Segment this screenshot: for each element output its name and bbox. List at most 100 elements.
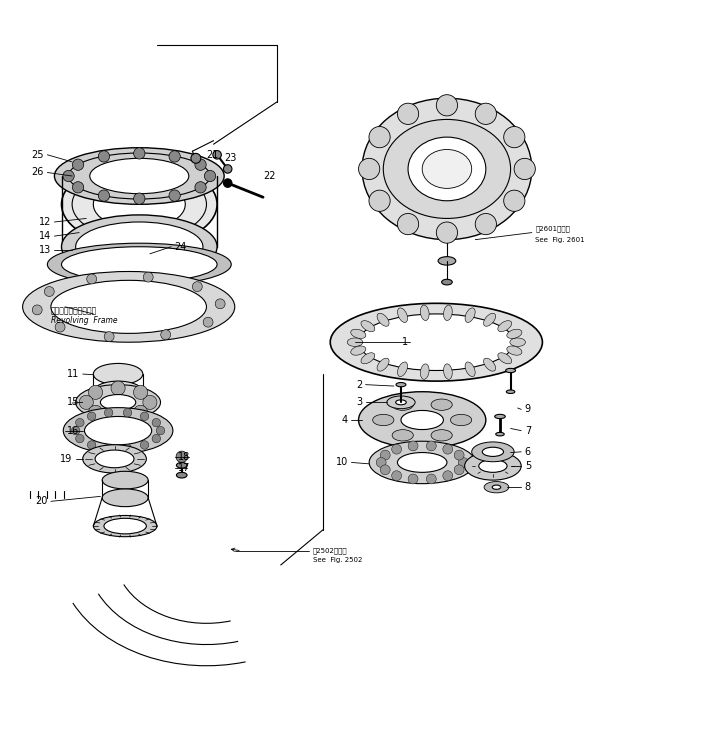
Ellipse shape: [401, 411, 444, 430]
Ellipse shape: [104, 518, 146, 534]
Ellipse shape: [93, 516, 157, 536]
Ellipse shape: [377, 358, 389, 371]
Text: 5: 5: [525, 461, 531, 471]
Circle shape: [133, 385, 148, 399]
Circle shape: [224, 165, 232, 173]
Ellipse shape: [102, 471, 148, 489]
Ellipse shape: [420, 305, 429, 321]
Ellipse shape: [438, 256, 456, 265]
Circle shape: [392, 444, 402, 454]
Circle shape: [63, 170, 75, 182]
Ellipse shape: [361, 321, 375, 332]
Circle shape: [475, 213, 496, 235]
Circle shape: [458, 457, 468, 468]
Ellipse shape: [396, 382, 406, 387]
Ellipse shape: [383, 119, 510, 219]
Ellipse shape: [496, 433, 504, 436]
Ellipse shape: [63, 408, 173, 453]
Circle shape: [514, 159, 535, 179]
Circle shape: [141, 441, 149, 449]
Circle shape: [75, 434, 84, 443]
Ellipse shape: [362, 99, 532, 239]
Ellipse shape: [450, 414, 471, 425]
Circle shape: [104, 332, 114, 342]
Circle shape: [204, 170, 216, 182]
Circle shape: [152, 434, 160, 443]
Circle shape: [376, 457, 386, 468]
Text: See  Fig. 2502: See Fig. 2502: [312, 557, 362, 563]
Circle shape: [98, 150, 109, 162]
Text: 17: 17: [178, 463, 190, 473]
Ellipse shape: [484, 313, 496, 326]
Circle shape: [437, 95, 457, 116]
Ellipse shape: [398, 308, 408, 322]
Ellipse shape: [495, 414, 506, 419]
Text: 6: 6: [525, 447, 531, 457]
Text: 2: 2: [356, 379, 362, 390]
Circle shape: [359, 159, 380, 179]
Circle shape: [503, 190, 525, 211]
Ellipse shape: [392, 399, 413, 411]
Circle shape: [143, 272, 153, 282]
Ellipse shape: [510, 338, 525, 347]
Ellipse shape: [361, 353, 375, 364]
Circle shape: [381, 465, 390, 475]
Ellipse shape: [395, 400, 406, 405]
Circle shape: [213, 150, 222, 159]
Circle shape: [160, 330, 170, 339]
Text: レボルビングフレーム: レボルビングフレーム: [51, 306, 97, 315]
Text: 10: 10: [336, 457, 348, 468]
Ellipse shape: [420, 364, 429, 379]
Circle shape: [398, 103, 419, 124]
Ellipse shape: [359, 314, 514, 370]
Circle shape: [89, 405, 103, 419]
Circle shape: [215, 299, 225, 309]
Circle shape: [87, 412, 96, 420]
Circle shape: [156, 426, 165, 435]
Text: 16: 16: [67, 425, 80, 436]
Circle shape: [124, 445, 132, 453]
Circle shape: [427, 474, 436, 484]
Text: 13: 13: [38, 245, 51, 255]
Circle shape: [169, 190, 180, 202]
Circle shape: [152, 419, 160, 427]
Circle shape: [195, 159, 206, 170]
Ellipse shape: [444, 305, 452, 321]
Circle shape: [427, 441, 436, 451]
Circle shape: [133, 193, 145, 205]
Text: 24: 24: [175, 242, 187, 252]
Ellipse shape: [498, 353, 512, 364]
Circle shape: [133, 147, 145, 159]
Ellipse shape: [498, 321, 512, 332]
Circle shape: [124, 408, 132, 417]
Circle shape: [98, 190, 109, 202]
Circle shape: [72, 182, 84, 193]
Circle shape: [72, 159, 84, 170]
Ellipse shape: [93, 179, 185, 229]
Circle shape: [392, 471, 402, 481]
Ellipse shape: [465, 308, 475, 322]
Circle shape: [176, 451, 187, 462]
Text: 21: 21: [207, 150, 219, 160]
Ellipse shape: [484, 358, 496, 371]
Ellipse shape: [76, 385, 160, 420]
Circle shape: [369, 127, 390, 147]
Circle shape: [408, 474, 418, 484]
Circle shape: [224, 179, 232, 187]
Text: 20: 20: [35, 496, 48, 506]
Circle shape: [143, 395, 157, 409]
Ellipse shape: [369, 441, 475, 484]
Text: Revolving  Frame: Revolving Frame: [51, 316, 118, 325]
Circle shape: [133, 405, 148, 419]
Ellipse shape: [23, 271, 235, 342]
Circle shape: [111, 381, 125, 395]
Ellipse shape: [431, 430, 452, 441]
Ellipse shape: [398, 453, 447, 472]
Ellipse shape: [176, 472, 187, 478]
Text: 7: 7: [525, 425, 531, 436]
Ellipse shape: [482, 448, 503, 456]
Circle shape: [443, 444, 453, 454]
Circle shape: [89, 385, 103, 399]
Ellipse shape: [102, 489, 148, 507]
Circle shape: [32, 305, 42, 315]
